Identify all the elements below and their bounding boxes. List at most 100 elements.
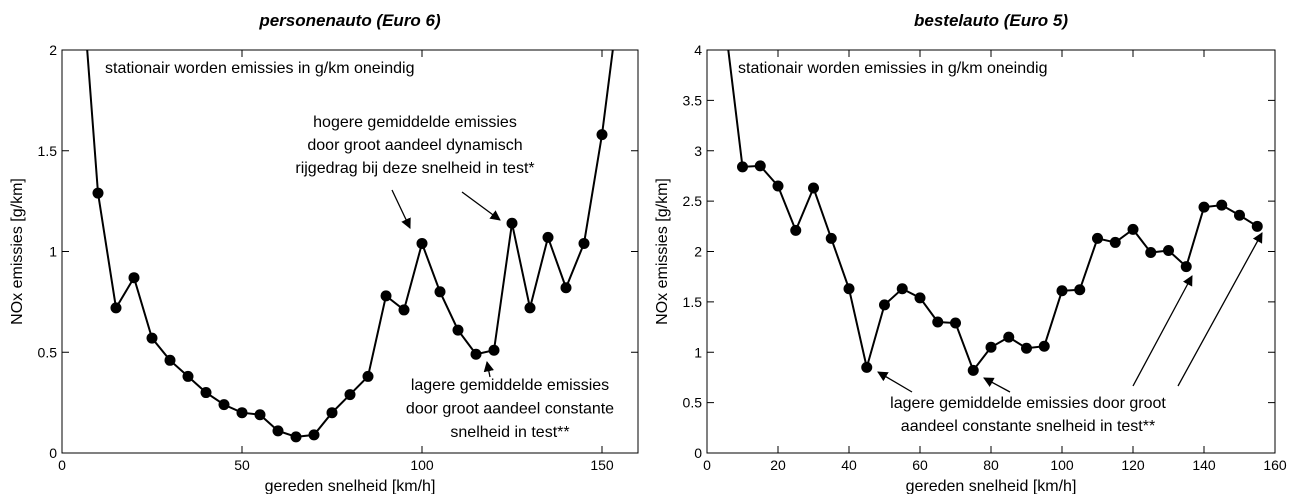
data-point [790, 224, 802, 236]
x-tick-label: 40 [841, 457, 857, 473]
annotation: lagere gemiddelde emissies door groot [890, 395, 1166, 412]
data-point [506, 217, 518, 229]
data-point [146, 332, 158, 344]
y-tick-label: 2.5 [683, 193, 703, 209]
data-point [200, 387, 212, 399]
data-point [254, 409, 266, 421]
y-tick-label: 3.5 [683, 92, 703, 108]
panel: 0 20 40 60 80 100 120 140 160 0 0.5 1 1.5 2 2.5 3 3.5 4 be… [654, 11, 1287, 494]
data-point [1092, 232, 1103, 244]
y-tick-label: 0.5 [683, 395, 703, 411]
annotation-arrow [483, 360, 494, 378]
x-tick-label: 50 [234, 457, 250, 473]
data-point [110, 302, 122, 314]
y-tick-label: 2 [49, 42, 57, 58]
annotation: door groot aandeel dynamisch [307, 137, 522, 154]
data-point [344, 389, 356, 401]
x-tick-label: 100 [1050, 457, 1074, 473]
data-point [470, 348, 482, 360]
annotation: door groot aandeel constante [406, 401, 614, 418]
y-tick-label: 0 [49, 445, 57, 461]
y-tick-label: 1 [694, 344, 702, 360]
data-point [524, 302, 536, 314]
data-point [1234, 209, 1245, 221]
data-point [1163, 244, 1174, 256]
annotation: lagere gemiddelde emissies [411, 377, 609, 394]
data-point [896, 283, 908, 295]
annotation: snelheid in test** [450, 424, 569, 441]
data-point [843, 283, 855, 295]
x-tick-label: 0 [703, 457, 711, 473]
y-tick-label: 0.5 [38, 344, 58, 360]
panel: 0 50 100 150 0 0.5 1 1.5 2 personenauto (Euro 6) g… [9, 11, 639, 494]
data-point [1216, 199, 1228, 211]
data-point [272, 425, 284, 437]
x-tick-label: 150 [590, 457, 614, 473]
x-tick-label: 0 [58, 457, 66, 473]
x-tick-label: 20 [770, 457, 786, 473]
y-tick-label: 3 [694, 143, 702, 159]
annotation-arrow [461, 191, 501, 221]
data-point [825, 232, 837, 244]
x-axis-label: gereden snelheid [km/h] [906, 478, 1077, 494]
x-axis-label: gereden snelheid [km/h] [265, 478, 436, 494]
data-point [1003, 331, 1015, 343]
data-point [772, 180, 784, 192]
data-point [290, 431, 302, 443]
data-point [914, 292, 926, 304]
data-point [218, 399, 230, 411]
annotation-arrow [391, 189, 411, 229]
y-axis-label: NOx emissies [g/km] [654, 178, 671, 325]
data-point [92, 187, 104, 199]
data-point [560, 282, 572, 294]
y-tick-label: 1 [49, 244, 57, 260]
x-tick-label: 80 [983, 457, 999, 473]
annotation: stationair worden emissies in g/km onein… [105, 60, 414, 77]
data-point [362, 370, 374, 382]
annotation: rijgedrag bij deze snelheid in test* [295, 160, 534, 177]
data-point [308, 429, 320, 441]
data-point [737, 161, 748, 173]
data-point [1109, 236, 1121, 248]
data-point [452, 324, 464, 336]
annotation: stationair worden emissies in g/km onein… [738, 60, 1047, 77]
data-point [754, 160, 766, 172]
x-tick-label: 60 [912, 457, 928, 473]
data-point [1127, 223, 1139, 235]
data-point [542, 231, 554, 243]
annotation: aandeel constante snelheid in test** [901, 418, 1155, 435]
x-tick-label: 160 [1263, 457, 1287, 473]
data-point [879, 299, 890, 311]
data-point [164, 354, 176, 366]
annotation: hogere gemiddelde emissies [313, 114, 517, 131]
chart-title: personenauto (Euro 6) [258, 11, 441, 30]
data-point [861, 361, 873, 373]
data-point [967, 364, 979, 376]
data-point [236, 407, 248, 419]
data-point [985, 341, 997, 353]
y-tick-label: 1.5 [683, 294, 703, 310]
data-point [1198, 201, 1210, 213]
data-point [1180, 261, 1192, 273]
data-point [380, 290, 392, 302]
data-point [1251, 220, 1263, 232]
data-point [416, 237, 428, 249]
data-line [727, 50, 1258, 373]
data-point [488, 344, 500, 356]
data-point [1038, 340, 1050, 352]
data-point [932, 316, 944, 328]
data-point [398, 304, 410, 316]
data-point [326, 407, 338, 419]
annotation-arrow [1132, 275, 1193, 387]
data-point [182, 370, 194, 382]
data-point [434, 286, 446, 298]
annotation-arrow [877, 371, 913, 393]
data-point [1056, 285, 1068, 297]
y-axis-label: NOx emissies [g/km] [9, 178, 26, 325]
data-point [808, 182, 819, 194]
x-tick-label: 140 [1192, 457, 1216, 473]
x-tick-label: 120 [1121, 457, 1145, 473]
x-tick-label: 100 [410, 457, 434, 473]
data-point [950, 317, 961, 329]
